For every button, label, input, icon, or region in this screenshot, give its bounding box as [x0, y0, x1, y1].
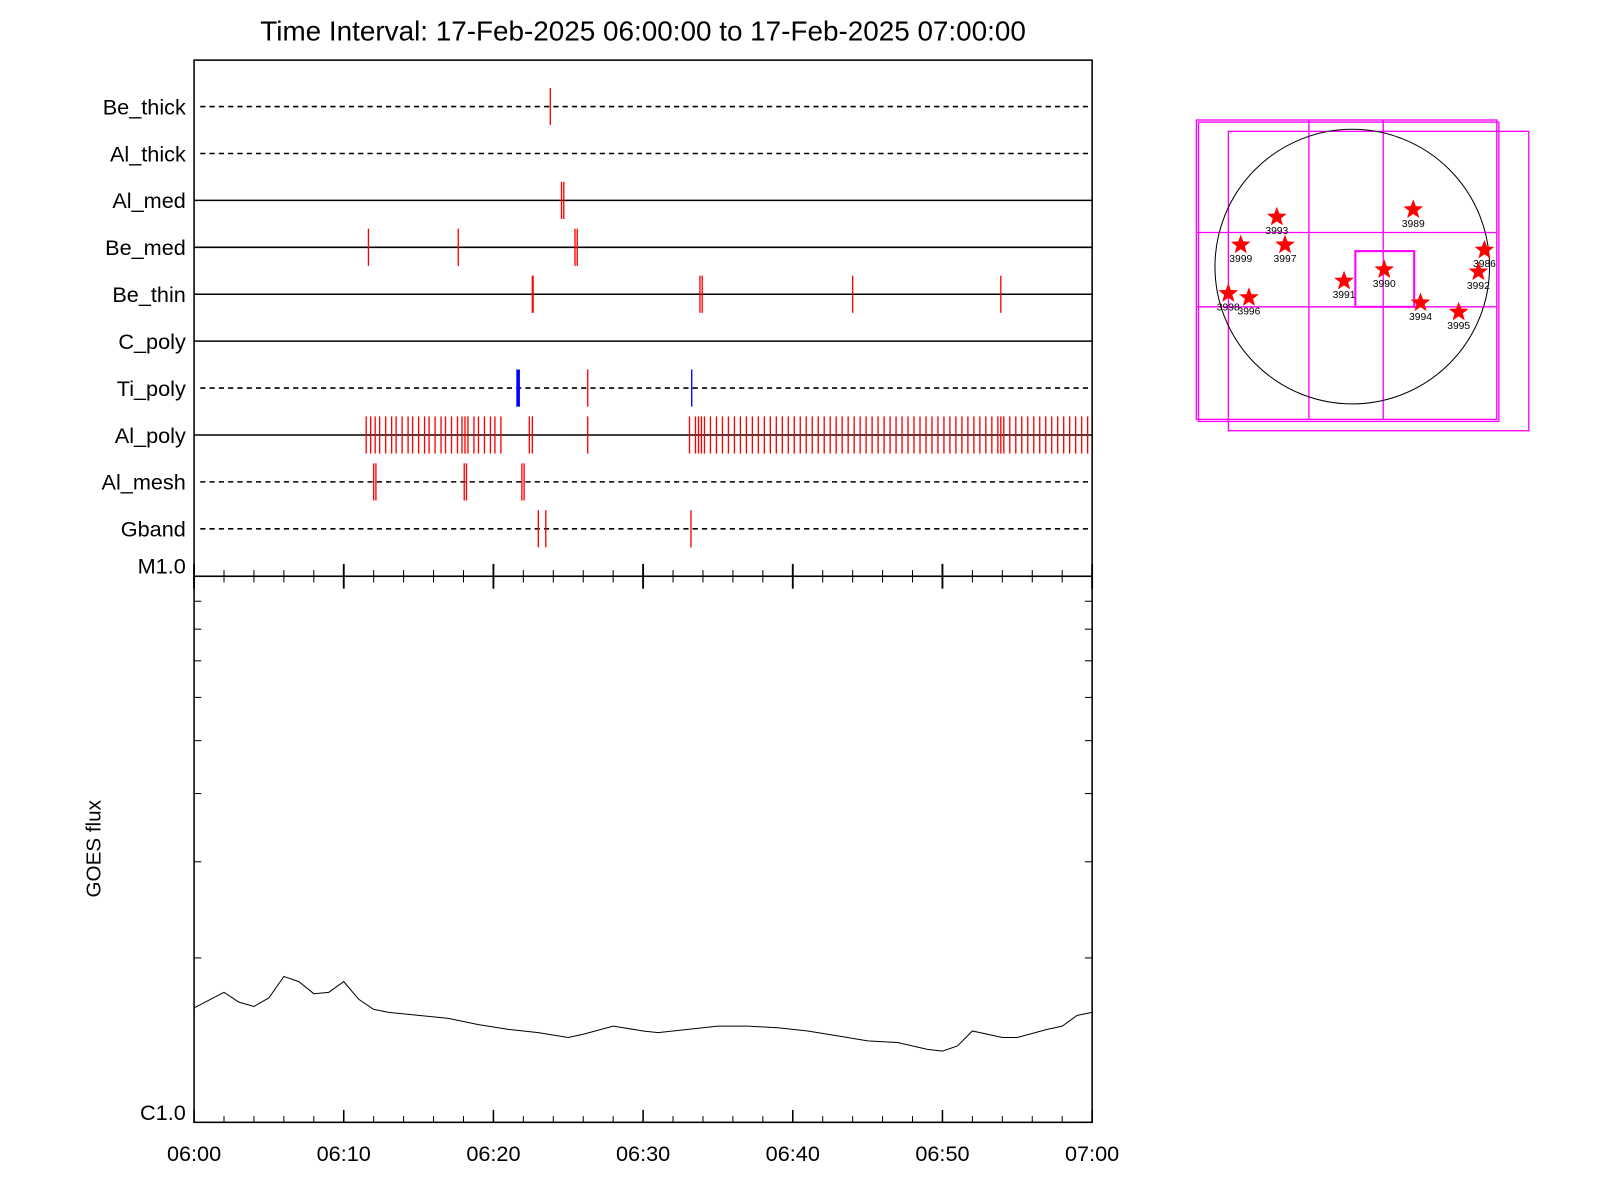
region-label: 3999 — [1229, 254, 1252, 265]
row-label: Gband — [121, 517, 186, 542]
region-star — [1275, 234, 1295, 254]
region-star — [1374, 259, 1395, 279]
region-label: 3998 — [1217, 303, 1240, 314]
x-tick-label: 06:10 — [317, 1141, 371, 1166]
region-label: 3989 — [1402, 219, 1425, 230]
row-label: Al_poly — [115, 423, 186, 448]
fov-box — [1197, 121, 1500, 423]
x-tick-label: 07:00 — [1065, 1141, 1119, 1166]
x-tick-label: 06:40 — [766, 1141, 820, 1166]
region-label: 3996 — [1237, 307, 1260, 318]
row-label: Al_med — [112, 188, 185, 213]
row-label: Be_med — [105, 235, 186, 260]
region-label: 3997 — [1274, 254, 1297, 265]
row-label: Be_thick — [103, 94, 186, 119]
fov-box — [1195, 119, 1498, 421]
region-star — [1474, 239, 1495, 259]
region-label: 3991 — [1333, 290, 1356, 301]
row-label: Ti_poly — [117, 376, 186, 401]
region-star — [1239, 287, 1259, 306]
region-label: 3994 — [1409, 312, 1432, 323]
x-tick-label: 06:50 — [915, 1141, 969, 1166]
chart-title: Time Interval: 17-Feb-2025 06:00:00 to 1… — [260, 16, 1026, 47]
region-label: 3992 — [1467, 281, 1490, 292]
row-label: Be_thin — [112, 282, 185, 307]
y-tick-label: M1.0 — [138, 554, 186, 579]
row-label: Al_thick — [110, 141, 186, 166]
solar-disk — [1214, 128, 1491, 405]
fov-box — [1354, 250, 1416, 308]
region-star — [1468, 261, 1489, 281]
x-tick-label: 06:20 — [466, 1141, 520, 1166]
region-label: 3986 — [1473, 259, 1496, 270]
region-label: 3993 — [1265, 226, 1288, 237]
region-star — [1448, 301, 1469, 321]
region-star — [1403, 199, 1424, 219]
row-label: C_poly — [118, 329, 186, 354]
x-tick-label: 06:30 — [616, 1141, 670, 1166]
region-star — [1218, 283, 1239, 302]
region-star — [1267, 206, 1287, 226]
region-star — [1334, 270, 1354, 290]
row-label: Al_mesh — [102, 470, 186, 495]
flux-line — [193, 975, 1093, 1052]
x-tick-label: 06:00 — [167, 1141, 221, 1166]
region-label: 3990 — [1373, 279, 1396, 290]
region-star — [1230, 234, 1251, 254]
y-axis-label: GOES flux — [82, 799, 105, 897]
region-star — [1410, 292, 1431, 312]
region-label: 3995 — [1447, 321, 1470, 332]
y-tick-label: C1.0 — [140, 1100, 186, 1125]
